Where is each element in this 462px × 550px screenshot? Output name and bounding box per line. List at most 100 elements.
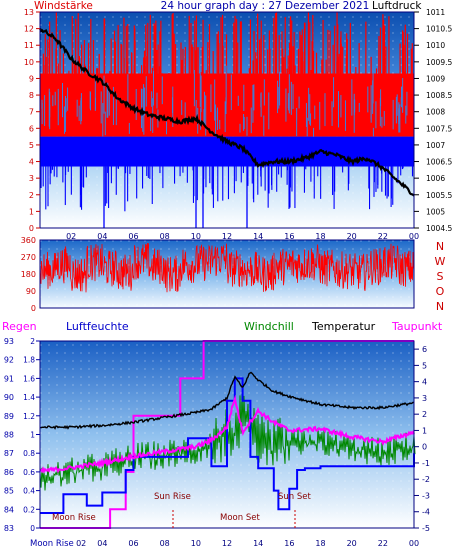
regen-tick-label: 1.2 — [23, 412, 35, 421]
time-tick-label: 18 — [315, 539, 325, 548]
pressure-tick-label: 1009.5 — [426, 58, 452, 67]
time-tick-label: 20 — [347, 539, 357, 548]
direction-tick-label: 0 — [31, 304, 36, 313]
feuchte-tick-label: 89 — [4, 412, 14, 421]
feuchte-tick-label: 92 — [4, 356, 14, 365]
time-tick-label: 04 — [97, 232, 107, 241]
wind-tick-label: 3 — [29, 174, 34, 183]
pressure-tick-label: 1006 — [426, 174, 445, 183]
time-tick-label: 04 — [97, 539, 107, 548]
pressure-axis-ticks: 1011 1010.5 1010 1009.5 1009 1008.5 1008 1007.5… — [414, 8, 452, 233]
wind-tick-label: 8 — [29, 91, 34, 100]
temperature-tick-label: 3 — [422, 394, 427, 403]
temperature-tick-label: 1 — [422, 426, 427, 435]
time-tick-label: 16 — [284, 539, 294, 548]
regen-tick-label: 2 — [30, 337, 35, 346]
direction-tick-label: 180 — [21, 270, 36, 279]
regen-tick-label: 0 — [30, 524, 35, 533]
temperature-tick-label: 6 — [422, 345, 427, 354]
time-tick-label: 18 — [315, 232, 325, 241]
temperature-tick-label: 2 — [422, 410, 427, 419]
pressure-tick-label: 1004.5 — [426, 224, 452, 233]
wind-tick-label: 0 — [29, 224, 34, 233]
wind-tick-label: 10 — [24, 58, 34, 67]
feuchte-tick-label: 90 — [4, 393, 14, 402]
pressure-tick-label: 1010.5 — [426, 25, 452, 34]
direction-axis-ticks: 360 270 180 90 0 — [21, 236, 36, 313]
feuchte-tick-label: 87 — [4, 449, 14, 458]
legend-temperatur: Temperatur — [311, 320, 376, 333]
time-tick-label: 08 — [160, 232, 170, 241]
temperature-tick-label: 0 — [422, 443, 427, 452]
panel3-time-ticks: 02 04 06 08 10 12 14 16 18 20 22 00 — [76, 539, 419, 548]
sun-rise-annotation: Sun Rise — [154, 492, 191, 502]
pressure-tick-label: 1007.5 — [426, 124, 452, 133]
chart-title: 24 hour graph day : 27 Dezember 2021 — [161, 0, 370, 12]
compass-letter: S — [437, 270, 444, 283]
pressure-tick-label: 1006.5 — [426, 158, 452, 167]
compass-letter: N — [436, 300, 444, 313]
temperature-tick-label: -3 — [422, 491, 430, 500]
pressure-tick-label: 1007 — [426, 141, 445, 150]
wind-tick-label: 11 — [24, 41, 34, 50]
pressure-label: Luftdruck — [372, 0, 422, 12]
feuchte-tick-label: 93 — [4, 337, 14, 346]
feuchte-tick-label: 83 — [4, 524, 14, 533]
pressure-tick-label: 1009 — [426, 74, 445, 83]
time-tick-label: 22 — [378, 232, 388, 241]
feuchte-tick-label: 85 — [4, 487, 14, 496]
time-tick-label: 16 — [284, 232, 294, 241]
panel1-frame — [39, 11, 415, 229]
feuchte-tick-label: 86 — [4, 468, 14, 477]
direction-tick-label: 90 — [26, 287, 36, 296]
temperature-tick-label: -4 — [422, 508, 430, 517]
pressure-line — [38, 27, 415, 197]
temperature-tick-label: -2 — [422, 475, 430, 484]
regen-line — [40, 340, 414, 529]
wind-tick-label: 2 — [29, 191, 34, 200]
regen-tick-label: 0.4 — [23, 487, 35, 496]
panel1-time-ticks: 02 04 06 08 10 12 14 16 18 20 22 00 — [66, 232, 419, 241]
temperature-tick-label: -5 — [422, 524, 430, 533]
legend-regen: Regen — [2, 320, 37, 333]
regen-tick-label: 1.8 — [23, 356, 35, 365]
wind-bands — [40, 73, 414, 167]
time-tick-label: 02 — [66, 232, 76, 241]
time-tick-label: 10 — [191, 539, 201, 548]
pressure-tick-label: 1010 — [426, 41, 445, 50]
wind-direction-line — [39, 242, 415, 293]
time-tick-label: 06 — [128, 232, 138, 241]
wind-label: Windstärke — [34, 0, 93, 12]
pressure-tick-label: 1005.5 — [426, 191, 452, 200]
time-tick-label: 02 — [76, 539, 86, 548]
temperature-tick-label: -1 — [422, 459, 430, 468]
legend: Regen Luftfeuchte Windchill Temperatur T… — [2, 320, 443, 333]
compass-letter: N — [436, 240, 444, 253]
feuchte-regen-axis-ticks: 93 92 91 90 89 88 87 86 85 84 83 2 1.8 1.6 1.4 1.2 1 0.8 0… — [4, 337, 40, 533]
sun-set-annotation: Sun Set — [278, 492, 311, 502]
wind-tick-label: 4 — [29, 158, 34, 167]
temperature-axis-ticks: 6 5 4 3 2 1 0 -1 -2 -3 -4 -5 — [414, 345, 430, 533]
time-tick-label: 14 — [253, 539, 263, 548]
time-tick-label: 22 — [378, 539, 388, 548]
regen-tick-label: 1 — [30, 431, 35, 440]
time-tick-label: 12 — [222, 539, 232, 548]
time-tick-label: 10 — [191, 232, 201, 241]
wind-tick-label: 12 — [24, 25, 34, 34]
time-tick-label: 12 — [222, 232, 232, 241]
temperatur-line — [39, 371, 415, 430]
pressure-tick-label: 1005 — [426, 207, 445, 216]
legend-windchill: Windchill — [244, 320, 294, 333]
wind-tick-label: 7 — [29, 108, 34, 117]
moon-rise-annotation: Moon Rise — [52, 513, 96, 523]
temperature-tick-label: 4 — [422, 378, 427, 387]
time-tick-label: 06 — [128, 539, 138, 548]
compass-letter: W — [435, 255, 446, 268]
wind-tick-label: 13 — [24, 8, 34, 17]
time-tick-label: 08 — [160, 539, 170, 548]
taupunkt-line — [39, 394, 415, 474]
